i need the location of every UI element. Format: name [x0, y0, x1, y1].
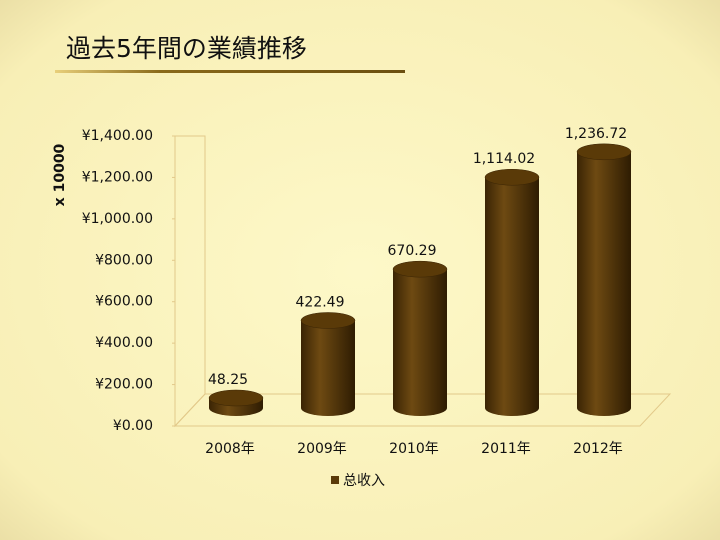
bar-top — [484, 168, 540, 186]
data-label: 670.29 — [388, 243, 437, 259]
x-tick-label: 2010年 — [389, 441, 439, 457]
bar-body — [577, 151, 631, 417]
bar-body — [393, 269, 447, 416]
bar — [392, 260, 448, 416]
y-tick-label: ¥0.00 — [113, 418, 153, 434]
data-label: 1,236.72 — [565, 126, 627, 142]
y-tick-label: ¥600.00 — [95, 294, 153, 310]
data-label: 48.25 — [208, 372, 248, 388]
x-tick-label: 2009年 — [297, 441, 347, 457]
legend-swatch — [331, 476, 339, 484]
y-tick-label: ¥1,200.00 — [82, 169, 153, 185]
x-tick-label: 2008年 — [205, 441, 255, 457]
y-tick-label: ¥400.00 — [95, 335, 153, 351]
data-label: 422.49 — [296, 294, 345, 310]
floor — [173, 393, 672, 427]
y-axis-label: x 10000 — [52, 143, 68, 206]
slide-title: 過去5年間の業績推移 — [66, 34, 307, 63]
y-tick-label: ¥200.00 — [95, 377, 153, 393]
bar — [576, 143, 632, 417]
bar-top — [300, 312, 356, 329]
bar-top — [208, 389, 264, 407]
bar — [300, 312, 356, 416]
y-tick-label: ¥800.00 — [95, 252, 153, 268]
y-tick-label: ¥1,000.00 — [82, 211, 153, 227]
bar-top — [576, 143, 632, 161]
y-tick-label: ¥1,400.00 — [82, 128, 153, 144]
bar-top — [392, 260, 448, 278]
bar-body — [301, 320, 355, 416]
legend-label: 总收入 — [343, 473, 385, 489]
bar — [484, 168, 540, 416]
bar-body — [485, 177, 539, 416]
data-label: 1,114.02 — [473, 151, 535, 167]
title-underline — [55, 70, 405, 73]
x-tick-label: 2011年 — [481, 441, 531, 457]
bar — [208, 389, 264, 416]
x-tick-label: 2012年 — [573, 441, 623, 457]
